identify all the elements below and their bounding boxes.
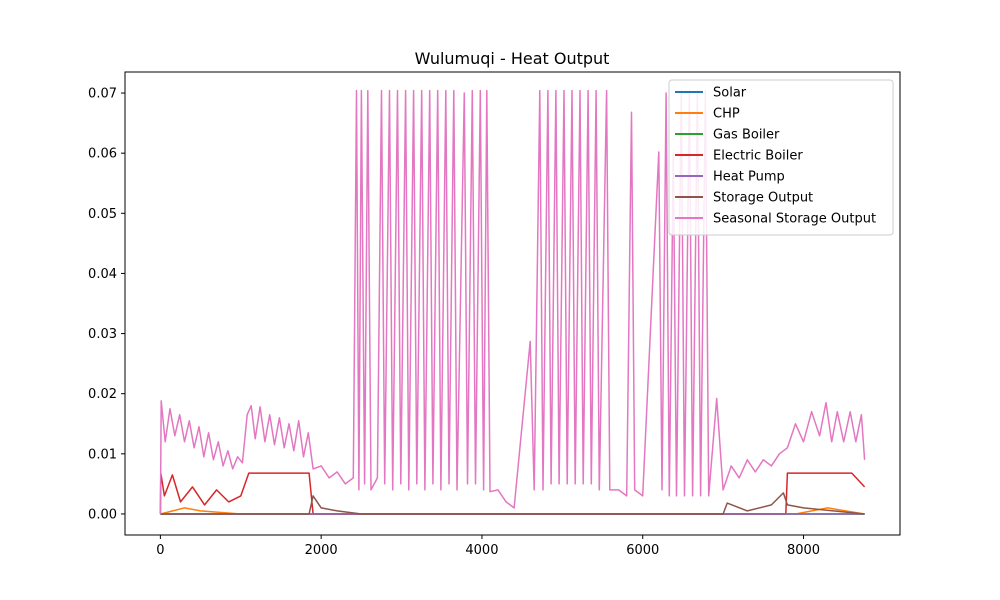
- legend: Solar CHP Gas Boiler Electric Boiler Heat Pu…: [668, 79, 894, 236]
- x-tick-label: 4000: [465, 543, 498, 558]
- chart-title: Wulumuqi - Heat Output: [415, 49, 610, 68]
- legend-label-1: CHP: [713, 107, 740, 122]
- y-tick-label: 0.03: [88, 327, 117, 342]
- x-tick-label: 6000: [626, 543, 659, 558]
- y-tick-label: 0.05: [88, 207, 117, 222]
- series-line-3: [159, 472, 866, 515]
- y-tick-label: 0.06: [88, 147, 117, 162]
- y-tick-label: 0.00: [88, 507, 117, 522]
- legend-label-5: Storage Output: [713, 191, 813, 206]
- series-line-1: [160, 507, 865, 515]
- legend-label-6: Seasonal Storage Output: [713, 212, 876, 227]
- legend-label-0: Solar: [713, 86, 747, 101]
- legend-box: [668, 79, 894, 236]
- legend-label-4: Heat Pump: [713, 170, 785, 185]
- plot-frame: [124, 71, 901, 536]
- x-tick-label: 2000: [305, 543, 338, 558]
- series-line-5: [160, 492, 865, 515]
- x-tick-label: 8000: [787, 543, 820, 558]
- y-tick-label: 0.07: [88, 87, 117, 102]
- y-tick-label: 0.01: [88, 447, 117, 462]
- x-axis: 0 2000 4000 6000 8000: [156, 535, 820, 558]
- x-tick-label: 0: [156, 543, 164, 558]
- legend-label-3: Electric Boiler: [713, 149, 803, 164]
- plot-lines: [159, 89, 866, 515]
- legend-label-2: Gas Boiler: [713, 128, 780, 143]
- y-axis: 0.00 0.01 0.02 0.03 0.04 0.05 0.06 0.07: [88, 87, 125, 522]
- y-tick-label: 0.02: [88, 387, 117, 402]
- y-tick-label: 0.04: [88, 267, 117, 282]
